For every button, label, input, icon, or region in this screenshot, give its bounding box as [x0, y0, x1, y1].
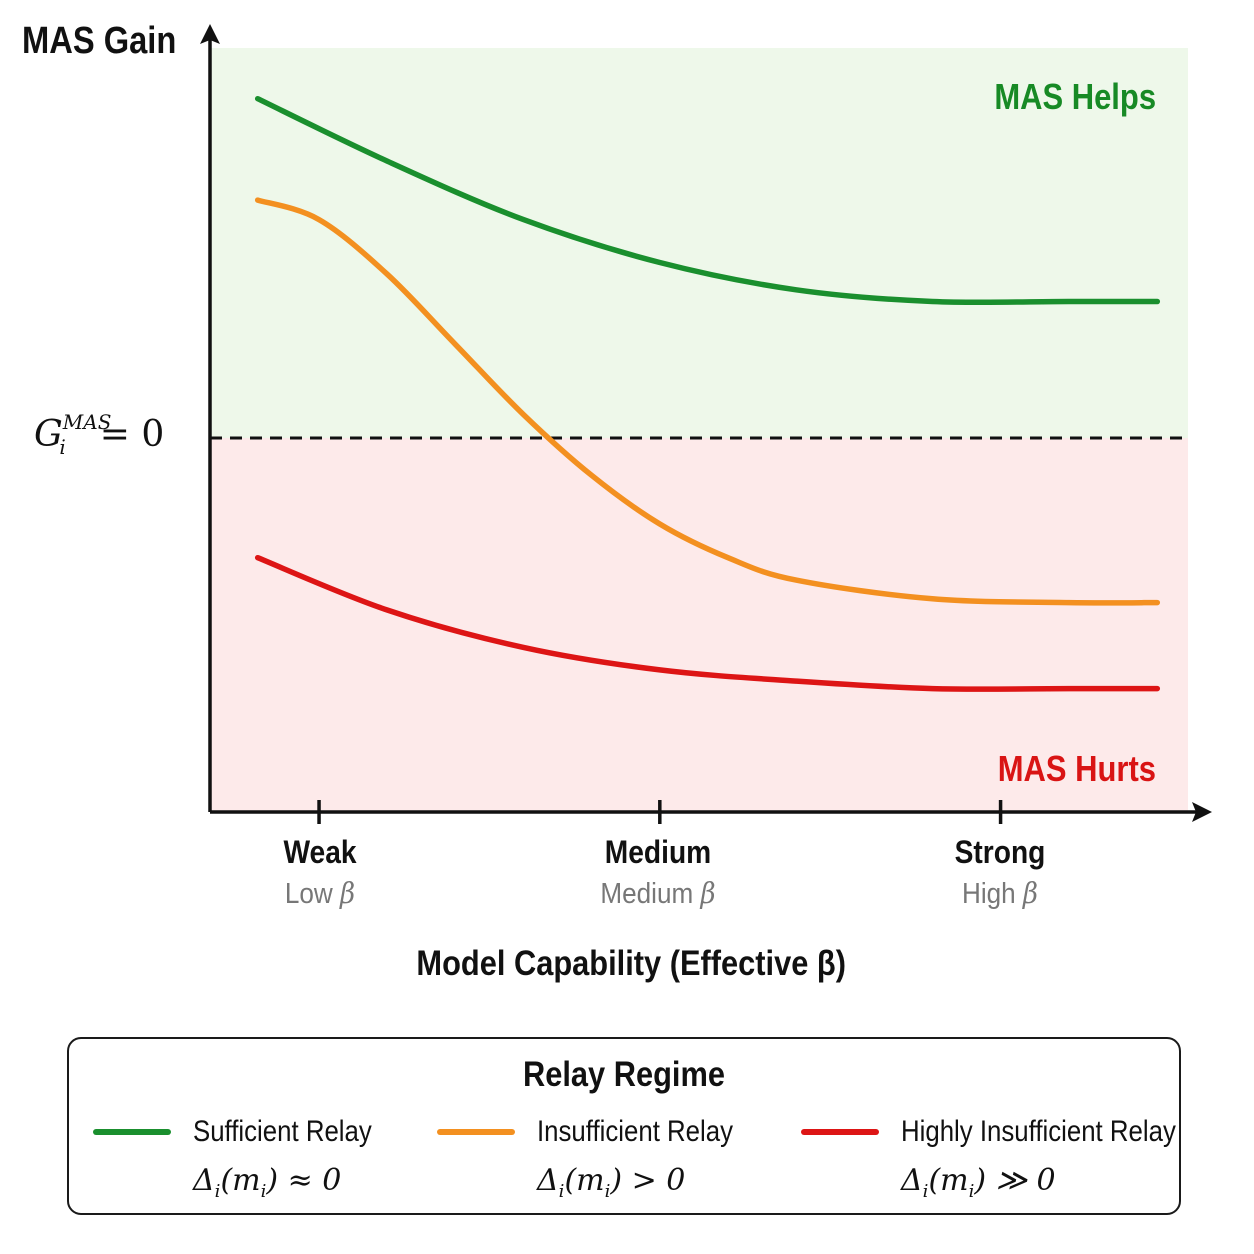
- legend-swatch-highly-insufficient: [801, 1129, 879, 1135]
- legend-item-sufficient: Sufficient Relay Δi(mi) ≈ 0: [93, 1111, 413, 1211]
- legend-formula-highly-insufficient: Δi(mi) ≫ 0: [901, 1163, 1056, 1202]
- legend-item-insufficient: Insufficient Relay Δi(mi) > 0: [437, 1111, 757, 1211]
- x-tick-sublabel-medium: Medium β: [600, 876, 716, 910]
- series-line-insufficient-relay: [254, 197, 1161, 606]
- region-helps-background: [210, 48, 1188, 438]
- x-axis-arrow: [1192, 802, 1212, 822]
- legend-title: Relay Regime: [522, 1055, 726, 1094]
- y-axis-arrow: [200, 24, 220, 44]
- legend-formula-insufficient: Δi(mi) > 0: [537, 1163, 686, 1202]
- x-axis-label: Model Capability (Effective β): [416, 944, 846, 983]
- region-label-helps: MAS Helps: [994, 76, 1156, 117]
- legend: Relay Regime Sufficient Relay Δi(mi) ≈ 0…: [67, 1037, 1181, 1215]
- legend-name-highly-insufficient: Highly Insufficient Relay: [901, 1115, 1176, 1148]
- x-tick-label-weak: Weak: [283, 834, 357, 870]
- x-tick-sublabel-strong: High β: [961, 876, 1039, 910]
- series-line-highly-insufficient-relay: [254, 554, 1161, 692]
- zero-label-base: G: [34, 414, 63, 455]
- x-tick-sublabel-weak: Low β: [284, 876, 356, 910]
- zero-line-label: GMASi = 0: [34, 410, 165, 460]
- legend-name-insufficient: Insufficient Relay: [537, 1115, 733, 1148]
- zero-label-sub: i: [59, 435, 66, 460]
- x-tick-label-strong: Strong: [954, 834, 1046, 870]
- x-tick-label-medium: Medium: [604, 834, 712, 870]
- region-hurts-background: [210, 438, 1188, 812]
- region-label-hurts: MAS Hurts: [997, 748, 1156, 789]
- series-line-sufficient-relay: [254, 95, 1161, 306]
- zero-label-sup: MAS: [62, 410, 112, 434]
- y-axis-label: MAS Gain: [22, 20, 177, 62]
- legend-swatch-sufficient: [93, 1129, 171, 1135]
- legend-item-highly-insufficient: Highly Insufficient Relay Δi(mi) ≫ 0: [801, 1111, 1176, 1211]
- legend-name-sufficient: Sufficient Relay: [193, 1115, 372, 1148]
- zero-label-rest: = 0: [99, 414, 165, 455]
- legend-formula-sufficient: Δi(mi) ≈ 0: [193, 1163, 342, 1202]
- legend-swatch-insufficient: [437, 1129, 515, 1135]
